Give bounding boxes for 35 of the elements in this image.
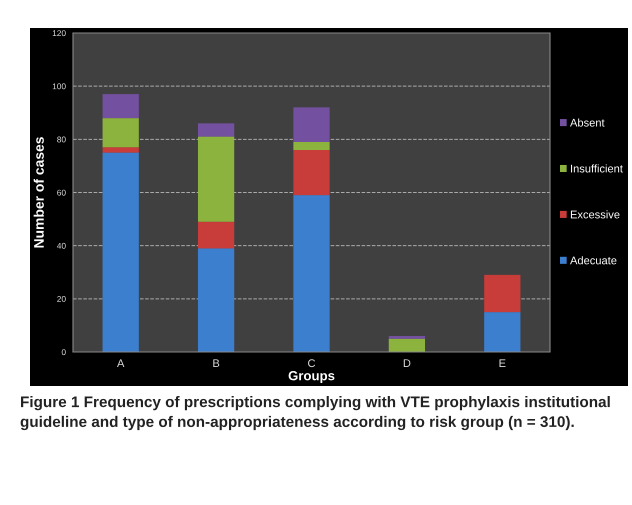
bar [293, 142, 330, 150]
bar [293, 195, 330, 352]
y-tick-label: 40 [56, 242, 66, 249]
legend-label: Adecuate [570, 256, 616, 264]
legend-label: Insufficient [571, 164, 623, 173]
y-tick-label: 20 [57, 296, 66, 302]
bar [198, 222, 234, 248]
bar [198, 248, 234, 352]
bar [293, 107, 330, 142]
bar [102, 147, 139, 153]
y-tick-label: 80 [57, 136, 66, 142]
y-tick-label: 120 [52, 30, 66, 36]
bar [388, 336, 426, 339]
x-tick-label: A [117, 359, 124, 367]
y-tick-label: 0 [62, 349, 66, 356]
x-tick-label: D [404, 359, 410, 367]
y-tick-label: 60 [57, 190, 66, 196]
bar [198, 136, 234, 222]
bar [198, 123, 234, 137]
bar [484, 312, 520, 352]
caption: Figure 1 Frequency of prescriptions complying with VTE prophylaxis institutional guideline and type of non-appropriateness according to risk group (n = 310). [20, 396, 610, 430]
bar [102, 152, 139, 352]
legend-label: Absent [570, 118, 605, 127]
x-tick-label: B [213, 359, 220, 367]
x-tick-label: C [308, 359, 316, 368]
bar [102, 118, 139, 148]
x-tick-label: E [500, 359, 506, 367]
bar [102, 94, 139, 118]
y-axis-title: Number of cases [34, 137, 44, 248]
x-axis-title: Groups [288, 371, 334, 383]
y-tick-label: 100 [52, 83, 66, 90]
bar [484, 274, 520, 312]
legend-label: Excessive [570, 210, 620, 218]
bar [293, 150, 330, 196]
bar [388, 338, 426, 352]
